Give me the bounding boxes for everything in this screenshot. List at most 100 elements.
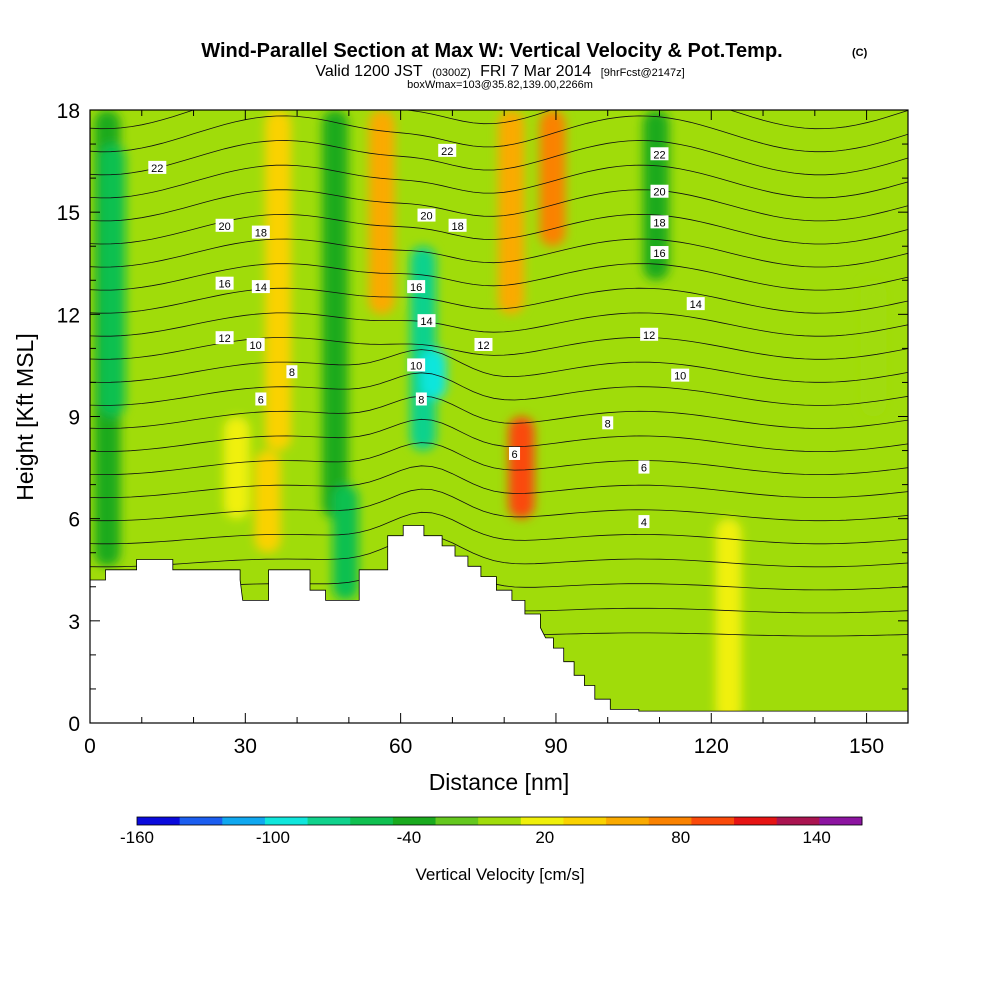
colorbar-tick-labels: -160 -100 -40 20 80 140 xyxy=(120,828,831,847)
contour-label: 4 xyxy=(638,515,650,529)
colorbar-swatch xyxy=(392,817,437,825)
colorbar-swatch xyxy=(264,817,309,825)
contour-label: 10 xyxy=(671,368,690,383)
svg-text:10: 10 xyxy=(410,360,422,372)
svg-text:6: 6 xyxy=(511,449,517,461)
velocity-cell xyxy=(715,518,742,723)
chart-subtitle-box-wmax: boxWmax=103@35.82,139.00,2266m xyxy=(407,79,593,91)
velocity-cell xyxy=(498,110,525,315)
svg-text:14: 14 xyxy=(255,282,267,294)
colorbar xyxy=(136,816,863,826)
title-copyright-mark: (C) xyxy=(852,47,868,59)
plot-area: 4 6 6 6 8 8 8 10 10 10 12 12 12 14 14 14 16 16 16 18 18 18 20 2… xyxy=(90,110,908,723)
theta-contour xyxy=(90,110,908,130)
x-axis-label: Distance [nm] xyxy=(429,769,570,795)
x-tick-label: 0 xyxy=(84,735,96,758)
svg-text:10: 10 xyxy=(674,371,686,383)
colorbar-swatch xyxy=(819,817,863,825)
colorbar-label: -40 xyxy=(397,828,422,847)
contour-label: 6 xyxy=(255,392,267,406)
contour-label: 20 xyxy=(650,184,669,199)
theta-contour xyxy=(90,312,908,337)
colorbar-swatch xyxy=(350,817,394,825)
terrain-mask xyxy=(90,525,908,723)
subtitle-date: FRI 7 Mar 2014 xyxy=(480,63,591,80)
svg-text:20: 20 xyxy=(653,187,665,199)
y-tick-label: 18 xyxy=(57,100,80,123)
contour-label: 18 xyxy=(448,218,467,233)
velocity-cell xyxy=(539,110,566,247)
svg-text:8: 8 xyxy=(605,418,611,430)
contour-label: 12 xyxy=(474,337,493,352)
colorbar-swatch xyxy=(776,817,820,825)
x-tick-label: 90 xyxy=(544,735,567,758)
velocity-cell xyxy=(223,416,250,519)
contour-label: 10 xyxy=(407,358,426,372)
contour-labels: 4 6 6 6 8 8 8 10 10 10 12 12 12 14 14 14 16 16 16 18 18 18 20 2… xyxy=(148,143,705,529)
theta-contour xyxy=(90,115,908,153)
svg-text:14: 14 xyxy=(420,316,432,328)
theta-contour xyxy=(90,263,908,291)
colorbar-label: 20 xyxy=(535,828,554,847)
velocity-cell xyxy=(265,110,292,451)
contour-label: 22 xyxy=(438,143,457,158)
y-tick-label: 9 xyxy=(68,407,80,430)
contour-label: 8 xyxy=(415,392,427,406)
svg-text:4: 4 xyxy=(641,517,647,529)
contour-label: 8 xyxy=(602,416,614,430)
y-tick-label: 3 xyxy=(68,611,80,634)
velocity-cell xyxy=(254,450,281,553)
contour-label: 20 xyxy=(215,218,234,233)
contour-label: 16 xyxy=(650,246,669,260)
colorbar-label: -100 xyxy=(256,828,290,847)
colorbar-swatch xyxy=(606,817,650,825)
theta-contour xyxy=(90,164,908,199)
colorbar-swatch xyxy=(734,817,778,825)
theta-contour xyxy=(90,418,908,452)
contour-label: 16 xyxy=(407,280,426,294)
svg-text:20: 20 xyxy=(420,211,432,223)
svg-text:22: 22 xyxy=(653,149,665,161)
theta-contour xyxy=(90,140,908,176)
contour-label: 6 xyxy=(638,460,650,475)
velocity-cell xyxy=(368,110,395,315)
svg-text:12: 12 xyxy=(218,333,230,345)
theta-contour xyxy=(90,511,908,545)
theta-contour xyxy=(90,395,908,429)
theta-contour xyxy=(90,238,908,268)
contour-label: 14 xyxy=(251,280,270,294)
colorbar-title: Vertical Velocity [cm/s] xyxy=(415,865,584,884)
theta-contour xyxy=(90,349,908,383)
contour-label: 18 xyxy=(251,225,270,240)
x-tick-label: 150 xyxy=(849,735,884,758)
x-tick-label: 120 xyxy=(694,735,729,758)
colorbar-swatch xyxy=(478,817,522,825)
y-tick-label: 0 xyxy=(68,713,80,736)
contour-label: 12 xyxy=(215,331,234,345)
contour-label: 10 xyxy=(246,337,265,352)
svg-text:14: 14 xyxy=(690,299,702,311)
x-axis: 0 30 60 90 120 150 xyxy=(84,110,884,758)
y-tick-label: 15 xyxy=(57,202,80,225)
theta-contour xyxy=(90,372,908,406)
svg-text:22: 22 xyxy=(441,146,453,158)
svg-text:8: 8 xyxy=(418,394,424,406)
svg-text:20: 20 xyxy=(218,221,230,233)
contour-label: 8 xyxy=(286,365,298,379)
chart-title: Wind-Parallel Section at Max W: Vertical… xyxy=(201,40,782,62)
theta-contour xyxy=(90,488,908,522)
svg-text:18: 18 xyxy=(255,228,267,240)
colorbar-label: 140 xyxy=(803,828,831,847)
contour-label: 12 xyxy=(640,327,659,342)
svg-text:6: 6 xyxy=(641,463,647,475)
subtitle-utc-time: (0300Z) xyxy=(432,67,471,79)
x-tick-label: 30 xyxy=(234,735,257,758)
svg-text:12: 12 xyxy=(643,330,655,342)
colorbar-label: -160 xyxy=(120,828,154,847)
svg-text:6: 6 xyxy=(258,394,264,406)
contour-label: 14 xyxy=(417,314,436,328)
theta-contour xyxy=(90,442,908,475)
contour-label: 22 xyxy=(650,147,669,161)
velocity-cell xyxy=(860,280,887,417)
